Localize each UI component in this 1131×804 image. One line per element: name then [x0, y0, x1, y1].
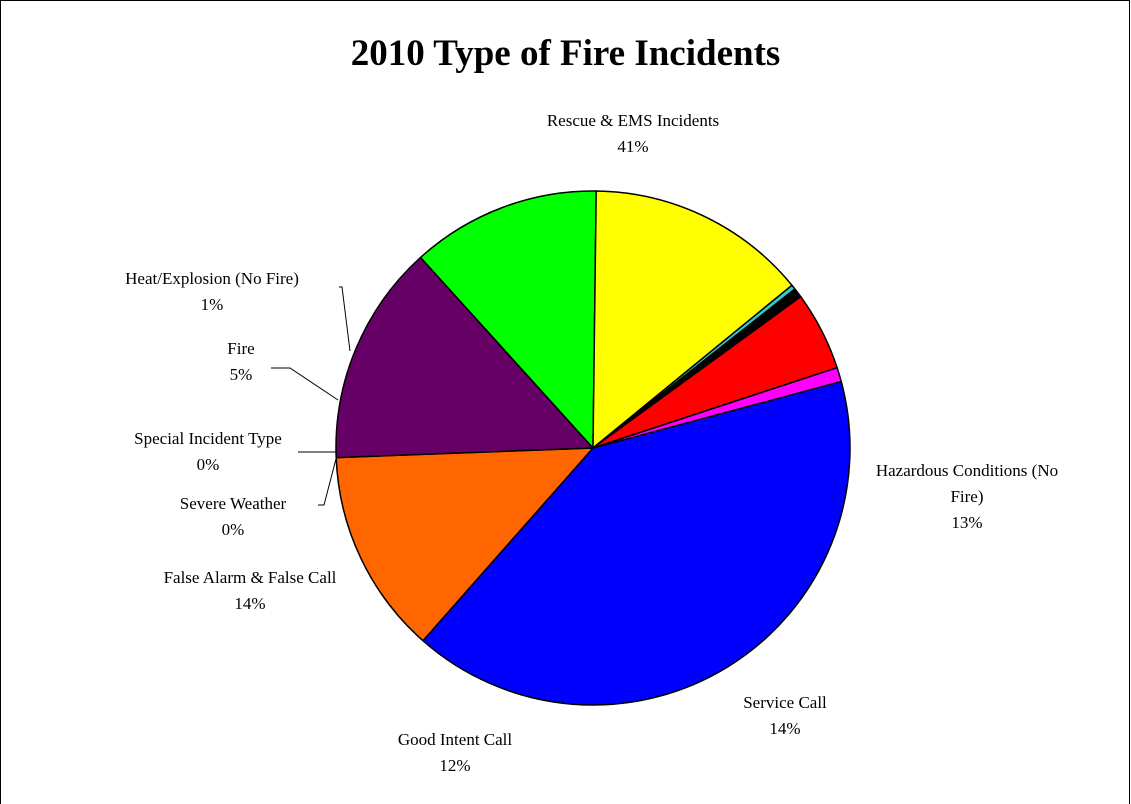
pie-slice-rescue-ems-incidents [422, 380, 851, 706]
data-label-service-call-name: Service Call [743, 693, 827, 712]
data-label-service-call-percent: 14% [769, 719, 800, 738]
pie-slice-false-alarm-false-call [592, 190, 793, 449]
pie-slice-service-call [335, 256, 594, 459]
chart-title: 2010 Type of Fire Incidents [350, 33, 781, 74]
data-label-hazardous-conditions-no-fire-name: Fire) [950, 487, 983, 506]
data-label-heat-explosion-no-fire-percent: 1% [201, 295, 224, 314]
data-label-special-incident-type-percent: 0% [197, 455, 220, 474]
data-label-rescue-ems-incidents-name: Rescue & EMS Incidents [547, 111, 719, 130]
leader-line-fire [271, 367, 339, 401]
data-label-severe-weather-percent: 0% [222, 520, 245, 539]
data-label-fire-percent: 5% [230, 365, 253, 384]
data-label-good-intent-call-percent: 12% [439, 756, 470, 775]
data-label-rescue-ems-incidents-percent: 41% [617, 137, 648, 156]
data-label-false-alarm-false-call-name: False Alarm & False Call [164, 568, 337, 587]
leader-line-severe-weather [318, 454, 338, 506]
pie-slice-heat-explosion-no-fire [592, 366, 842, 449]
data-label-fire-name: Fire [227, 339, 254, 358]
data-label-special-incident-type-name: Special Incident Type [134, 429, 282, 448]
data-label-false-alarm-false-call-percent: 14% [234, 594, 265, 613]
pie-slice-good-intent-call [419, 190, 597, 449]
data-label-heat-explosion-no-fire-name: Heat/Explosion (No Fire) [125, 269, 299, 288]
leader-line-heat-explosion-no-fire [339, 286, 351, 352]
data-label-hazardous-conditions-no-fire-name: Hazardous Conditions (No [876, 461, 1058, 480]
data-label-good-intent-call-name: Good Intent Call [398, 730, 513, 749]
data-label-severe-weather-name: Severe Weather [180, 494, 287, 513]
data-label-hazardous-conditions-no-fire-percent: 13% [951, 513, 982, 532]
pie-slice-hazardous-conditions-no-fire [335, 447, 594, 642]
